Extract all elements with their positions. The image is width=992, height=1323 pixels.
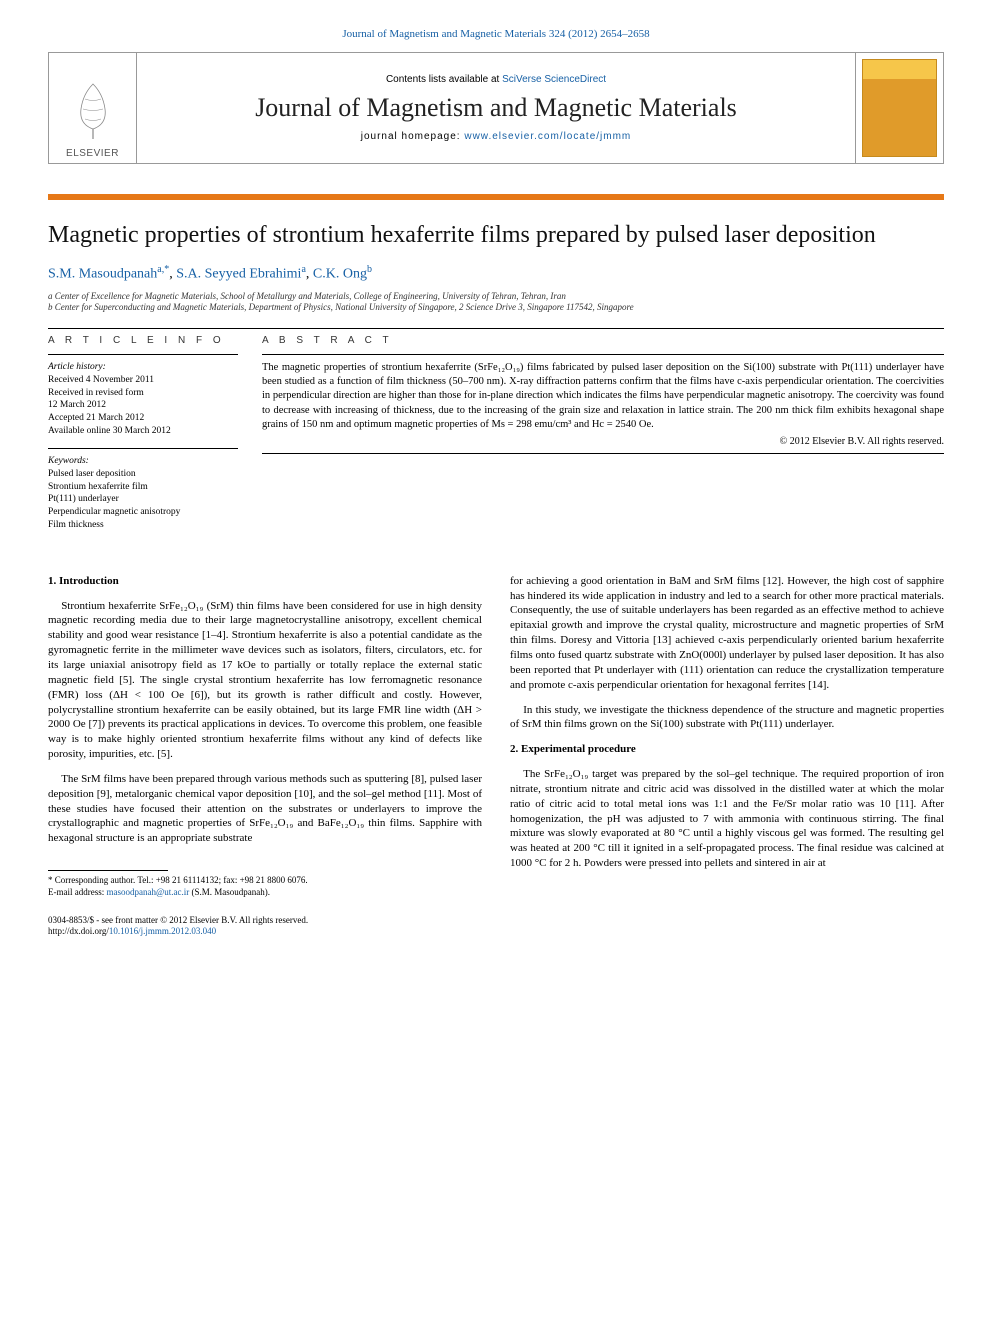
history-head: Article history: <box>48 361 238 374</box>
elsevier-tree-icon <box>63 74 123 144</box>
info-abstract-row: A R T I C L E I N F O Article history: R… <box>48 335 944 542</box>
publisher-name: ELSEVIER <box>66 148 119 159</box>
keyword: Strontium hexaferrite film <box>48 481 238 494</box>
footer-meta: 0304-8853/$ - see front matter © 2012 El… <box>48 915 482 938</box>
body-columns: 1. Introduction Strontium hexaferrite Sr… <box>48 574 944 938</box>
author-1-sup: a,* <box>157 264 169 275</box>
abstract-label: A B S T R A C T <box>262 335 944 346</box>
sciencedirect-link[interactable]: SciVerse ScienceDirect <box>502 74 606 85</box>
keyword: Pt(111) underlayer <box>48 493 238 506</box>
masthead: ELSEVIER Contents lists available at Sci… <box>48 52 944 164</box>
authors-line: S.M. Masoudpanaha,*, S.A. Seyyed Ebrahim… <box>48 264 944 283</box>
journal-cover-icon <box>862 59 937 157</box>
rule <box>48 448 238 449</box>
abstract-text: The magnetic properties of strontium hex… <box>262 361 944 432</box>
article-info: A R T I C L E I N F O Article history: R… <box>48 335 238 542</box>
article-title: Magnetic properties of strontium hexafer… <box>48 220 944 250</box>
homepage-prefix: journal homepage: <box>361 131 465 142</box>
history-block: Article history: Received 4 November 201… <box>48 361 238 438</box>
history-online: Available online 30 March 2012 <box>48 425 238 438</box>
running-header: Journal of Magnetism and Magnetic Materi… <box>48 28 944 40</box>
contents-line: Contents lists available at SciVerse Sci… <box>386 74 606 85</box>
email-label: E-mail address: <box>48 887 106 897</box>
divider-bar <box>48 194 944 200</box>
column-right: for achieving a good orientation in BaM … <box>510 574 944 938</box>
section-heading-intro: 1. Introduction <box>48 574 482 589</box>
homepage-line: journal homepage: www.elsevier.com/locat… <box>361 131 632 142</box>
keyword: Film thickness <box>48 519 238 532</box>
cover-box <box>855 53 943 163</box>
doi-prefix: http://dx.doi.org/ <box>48 926 109 936</box>
doi-line: http://dx.doi.org/10.1016/j.jmmm.2012.03… <box>48 926 482 938</box>
paragraph: In this study, we investigate the thickn… <box>510 703 944 733</box>
author-1[interactable]: S.M. Masoudpanah <box>48 267 157 282</box>
corr-line: * Corresponding author. Tel.: +98 21 611… <box>48 875 482 887</box>
sep: , <box>306 267 313 282</box>
homepage-link[interactable]: www.elsevier.com/locate/jmmm <box>464 131 631 142</box>
keyword: Pulsed laser deposition <box>48 468 238 481</box>
author-3-sup: b <box>367 264 372 275</box>
issn-line: 0304-8853/$ - see front matter © 2012 El… <box>48 915 482 927</box>
info-label: A R T I C L E I N F O <box>48 335 238 346</box>
author-2[interactable]: S.A. Seyyed Ebrahimi <box>176 267 301 282</box>
footnote-rule <box>48 870 168 871</box>
masthead-center: Contents lists available at SciVerse Sci… <box>137 53 855 163</box>
journal-name: Journal of Magnetism and Magnetic Materi… <box>255 93 737 123</box>
header-citation-link[interactable]: Journal of Magnetism and Magnetic Materi… <box>342 28 649 40</box>
paragraph: The SrFe₁₂O₁₉ target was prepared by the… <box>510 767 944 871</box>
contents-prefix: Contents lists available at <box>386 74 502 85</box>
column-left: 1. Introduction Strontium hexaferrite Sr… <box>48 574 482 938</box>
history-received: Received 4 November 2011 <box>48 374 238 387</box>
affiliations: a Center of Excellence for Magnetic Mate… <box>48 291 944 314</box>
email-suffix: (S.M. Masoudpanah). <box>189 887 270 897</box>
history-revised: Received in revised form <box>48 387 238 400</box>
publisher-box: ELSEVIER <box>49 53 137 163</box>
keyword: Perpendicular magnetic anisotropy <box>48 506 238 519</box>
paragraph: The SrM films have been prepared through… <box>48 772 482 846</box>
history-accepted: Accepted 21 March 2012 <box>48 412 238 425</box>
affiliation-b: b Center for Superconducting and Magneti… <box>48 302 944 314</box>
paragraph: for achieving a good orientation in BaM … <box>510 574 944 693</box>
rule <box>262 354 944 355</box>
email-link[interactable]: masoodpanah@ut.ac.ir <box>106 887 189 897</box>
keywords-block: Keywords: Pulsed laser deposition Stront… <box>48 455 238 532</box>
email-line: E-mail address: masoodpanah@ut.ac.ir (S.… <box>48 887 482 899</box>
keywords-head: Keywords: <box>48 455 238 468</box>
abstract-copyright: © 2012 Elsevier B.V. All rights reserved… <box>262 436 944 447</box>
rule <box>48 354 238 355</box>
corresponding-footnote: * Corresponding author. Tel.: +98 21 611… <box>48 875 482 898</box>
section-heading-exp: 2. Experimental procedure <box>510 742 944 757</box>
affiliation-a: a Center of Excellence for Magnetic Mate… <box>48 291 944 303</box>
history-revised-date: 12 March 2012 <box>48 399 238 412</box>
doi-link[interactable]: 10.1016/j.jmmm.2012.03.040 <box>109 926 216 936</box>
abstract: A B S T R A C T The magnetic properties … <box>262 335 944 542</box>
rule <box>48 328 944 329</box>
paragraph: Strontium hexaferrite SrFe₁₂O₁₉ (SrM) th… <box>48 599 482 762</box>
rule <box>262 453 944 454</box>
author-3[interactable]: C.K. Ong <box>313 267 367 282</box>
